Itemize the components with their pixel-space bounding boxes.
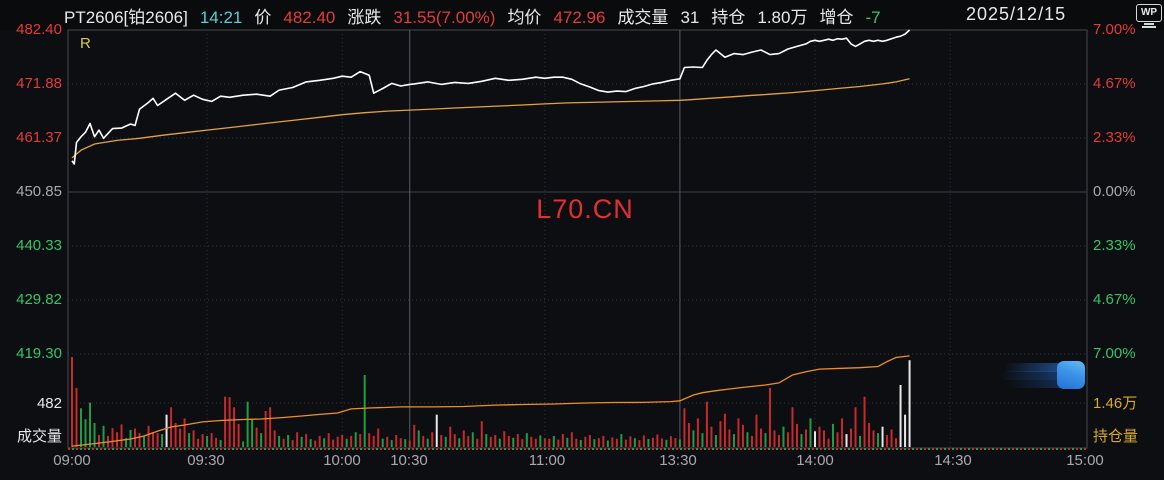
quote-time: 14:21 [199,8,243,27]
y-axis-pct-label: 4.67% [1093,75,1136,92]
watermark-text: L70.CN [536,194,634,224]
y-axis-pct-label: 0.00% [1093,183,1136,200]
y-axis-prevclose-label: 450.85 [16,183,62,200]
oi-pane-title: 持仓量 [1093,428,1139,445]
avg-price-label: 均价 [507,8,542,27]
quote-header-bar: PT2606[铂2606] 14:21 价 482.40 涨跌 31.55(7.… [0,0,1164,30]
logo-swoosh [1007,380,1063,388]
y-axis-pct-label: 7.00% [1093,21,1136,38]
oi-change-label: 增仓 [819,8,854,27]
y-axis-price-label: 429.82 [16,291,62,308]
wp-icon-stand [1144,23,1154,25]
y-axis-price-label: 461.37 [16,129,62,146]
x-axis-time-label: 09:30 [187,452,225,469]
volume-scale-label: 482 [36,395,62,412]
open-interest-label: 持仓 [711,8,746,27]
oi-change-value: -7 [865,8,881,27]
oi-scale-label: 1.46万 [1093,395,1138,412]
x-axis-time-label: 14:30 [934,452,972,469]
wp-icon-base [1142,26,1156,28]
logo-cube [1057,361,1085,389]
price-label: 价 [254,8,272,27]
volume-value: 31 [680,8,700,27]
trade-date: 2025/12/15 [966,4,1067,24]
x-axis-time-label: 14:00 [796,452,834,469]
x-axis-time-label: 10:30 [390,452,428,469]
y-axis-price-label: 419.30 [16,345,62,362]
y-axis-price-label: 482.40 [16,21,62,38]
y-axis-pct-label: 4.67% [1093,291,1136,308]
rights-flag: R [80,35,91,52]
contract-name: PT2606[铂2606] [64,8,188,27]
app-logo [998,359,1088,393]
quote-header-items: PT2606[铂2606] 14:21 价 482.40 涨跌 31.55(7.… [64,3,881,28]
open-interest-value: 1.80万 [757,8,808,27]
price-value: 482.40 [283,8,336,27]
y-axis-price-label: 471.88 [16,75,62,92]
y-axis-price-label: 440.33 [16,237,62,254]
x-axis-time-label: 15:00 [1066,452,1104,469]
y-axis-pct-label: 7.00% [1093,345,1136,362]
volume-label: 成交量 [617,8,669,27]
x-axis-time-label: 11:00 [528,452,566,469]
logo-swoosh [999,371,1063,380]
y-axis-pct-label: 2.33% [1093,129,1136,146]
y-axis-pct-label: 2.33% [1093,237,1136,254]
change-value: 31.55(7.00%) [393,8,496,27]
wp-icon-label: WP [1136,4,1162,22]
x-axis-time-label: 10:00 [323,452,361,469]
wp-monitor-icon: WP [1136,4,1162,28]
x-axis-time-label: 09:00 [53,452,91,469]
x-axis-time-label: 13:30 [659,452,697,469]
change-label: 涨跌 [347,8,382,27]
avg-price-value: 472.96 [553,8,606,27]
volume-pane-title: 成交量 [16,428,62,445]
